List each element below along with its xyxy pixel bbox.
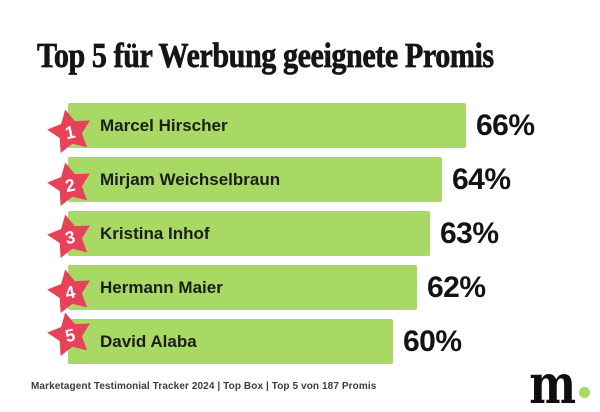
star-icon: 1 [47, 109, 90, 153]
rank-star-badge: 4 [47, 269, 93, 315]
star-icon: 3 [47, 214, 90, 258]
bar-label-name: David Alaba [100, 331, 197, 351]
bar [68, 103, 466, 148]
bar-label-name: Marcel Hirscher [100, 115, 228, 135]
bar [68, 319, 393, 364]
rank-number: 2 [63, 174, 77, 196]
bar-row: Mirjam Weichselbraun 2 64% [0, 157, 600, 206]
rank-star-badge: 5 [47, 312, 93, 358]
bar-label-name: Hermann Maier [100, 277, 223, 297]
star-icon: 4 [47, 269, 90, 313]
bar-row: Marcel Hirscher 1 66% [0, 103, 600, 153]
rank-star-badge: 1 [47, 109, 93, 155]
rank-number: 3 [63, 226, 77, 248]
bar-row: Kristina Inhof 3 63% [0, 211, 600, 258]
bar-value-label: 64% [452, 162, 511, 196]
bar-label-name: Mirjam Weichselbraun [100, 169, 281, 189]
bar-row: Hermann Maier 4 62% [0, 265, 600, 313]
source-note: Marketagent Testimonial Tracker 2024 | T… [31, 381, 377, 392]
bar [68, 265, 417, 310]
bar [68, 211, 430, 256]
bar-label-name: Kristina Inhof [100, 223, 210, 243]
bar-value-label: 66% [476, 108, 535, 142]
bar-value-label: 60% [403, 324, 462, 358]
logo-letter: m [529, 352, 576, 412]
star-icon: 2 [47, 162, 90, 206]
marketagent-logo: m [519, 357, 590, 411]
bar-value-label: 62% [427, 270, 486, 304]
logo-dot [579, 387, 590, 398]
bar [68, 157, 442, 202]
rank-star-badge: 3 [47, 214, 93, 260]
bar-value-label: 63% [440, 216, 499, 250]
rank-number: 1 [63, 121, 77, 143]
rank-number: 4 [63, 281, 77, 303]
bar-row: David Alaba 5 60% [0, 312, 600, 364]
rank-star-badge: 2 [47, 162, 93, 208]
star-icon: 5 [47, 312, 90, 356]
chart-title: Top 5 für Werbung geeignete Promis [37, 36, 495, 76]
rank-number: 5 [63, 324, 77, 346]
